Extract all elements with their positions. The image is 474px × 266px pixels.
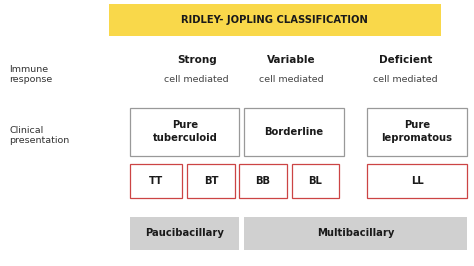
Text: Clinical
presentation: Clinical presentation — [9, 126, 70, 145]
FancyBboxPatch shape — [130, 164, 182, 198]
FancyBboxPatch shape — [292, 164, 339, 198]
Text: cell mediated: cell mediated — [373, 75, 438, 84]
Text: Borderline: Borderline — [264, 127, 323, 137]
FancyBboxPatch shape — [239, 164, 287, 198]
FancyBboxPatch shape — [367, 108, 467, 156]
FancyBboxPatch shape — [187, 164, 235, 198]
FancyBboxPatch shape — [367, 164, 467, 198]
Text: RIDLEY- JOPLING CLASSIFICATION: RIDLEY- JOPLING CLASSIFICATION — [182, 15, 368, 25]
Text: Pure
lepromatous: Pure lepromatous — [382, 120, 453, 143]
Text: cell mediated: cell mediated — [259, 75, 324, 84]
Text: Pure
tuberculoid: Pure tuberculoid — [153, 120, 217, 143]
FancyBboxPatch shape — [244, 217, 467, 250]
Text: Variable: Variable — [267, 55, 316, 65]
Text: Deficient: Deficient — [379, 55, 432, 65]
Text: Immune
response: Immune response — [9, 65, 53, 84]
Text: LL: LL — [411, 176, 423, 186]
Text: BL: BL — [308, 176, 322, 186]
Text: Multibacillary: Multibacillary — [317, 228, 394, 238]
FancyBboxPatch shape — [244, 108, 344, 156]
Text: BB: BB — [255, 176, 271, 186]
Text: cell mediated: cell mediated — [164, 75, 229, 84]
Text: Paucibacillary: Paucibacillary — [146, 228, 224, 238]
Text: Strong: Strong — [177, 55, 217, 65]
Text: TT: TT — [149, 176, 164, 186]
FancyBboxPatch shape — [130, 217, 239, 250]
FancyBboxPatch shape — [109, 4, 441, 36]
Text: BT: BT — [204, 176, 218, 186]
FancyBboxPatch shape — [130, 108, 239, 156]
